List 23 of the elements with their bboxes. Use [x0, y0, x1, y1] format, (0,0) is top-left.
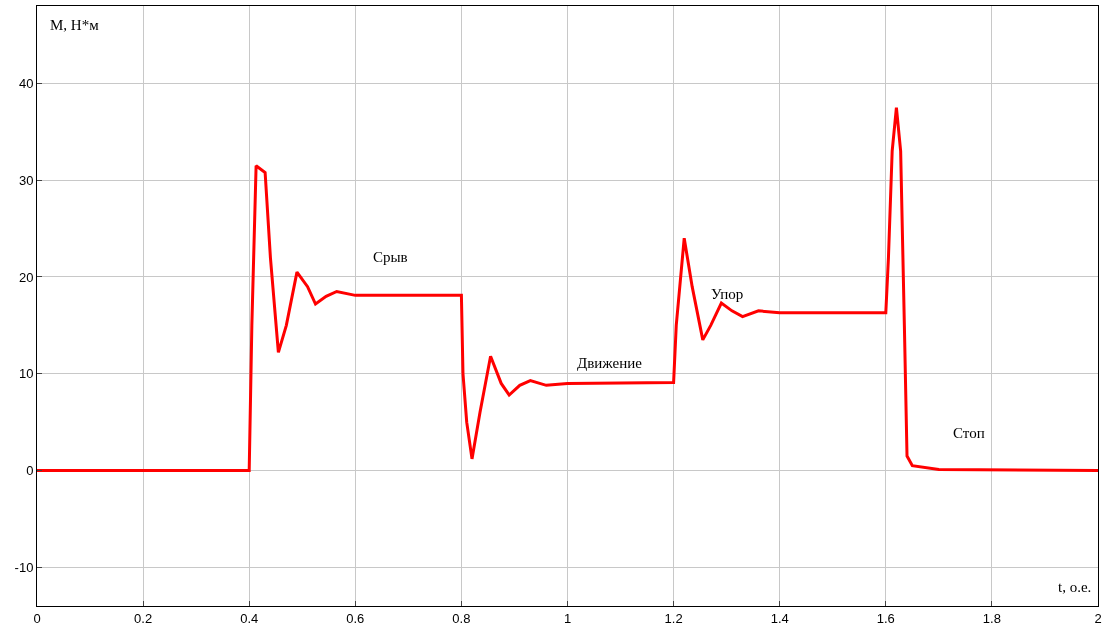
- x-tick-label: 1.4: [770, 610, 789, 626]
- x-tick-label: 0.4: [240, 610, 259, 626]
- y-tick-label: -10: [14, 559, 34, 575]
- x-tick-label: 0.2: [134, 610, 153, 626]
- y-axis-title: M, Н*м: [50, 17, 100, 33]
- line-series: [37, 106, 1098, 473]
- x-tick-label: 0.8: [452, 610, 471, 626]
- x-tick-label: 2: [1094, 610, 1102, 626]
- y-tick-label: 0: [26, 463, 34, 479]
- annotation: Упор: [711, 286, 744, 302]
- x-tick-label: 0.6: [346, 610, 365, 626]
- annotation: Движение: [577, 355, 643, 371]
- y-tick-label: 10: [18, 366, 34, 382]
- annotation: Срыв: [373, 249, 408, 265]
- x-tick-label: 1.6: [876, 610, 895, 626]
- annotation: Стоп: [953, 425, 985, 441]
- y-tick-label: 30: [18, 172, 34, 188]
- x-tick-label: 1: [563, 610, 572, 626]
- y-tick-label: 20: [18, 269, 34, 285]
- y-tick-label: 40: [18, 75, 34, 91]
- x-tick-label: 1.2: [664, 610, 683, 626]
- x-tick-label: 1.8: [982, 610, 1001, 626]
- x-axis-title: t, о.е.: [1058, 579, 1092, 595]
